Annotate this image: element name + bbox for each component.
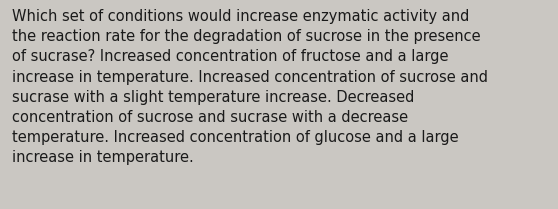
Text: Which set of conditions would increase enzymatic activity and
the reaction rate : Which set of conditions would increase e…	[12, 9, 488, 165]
